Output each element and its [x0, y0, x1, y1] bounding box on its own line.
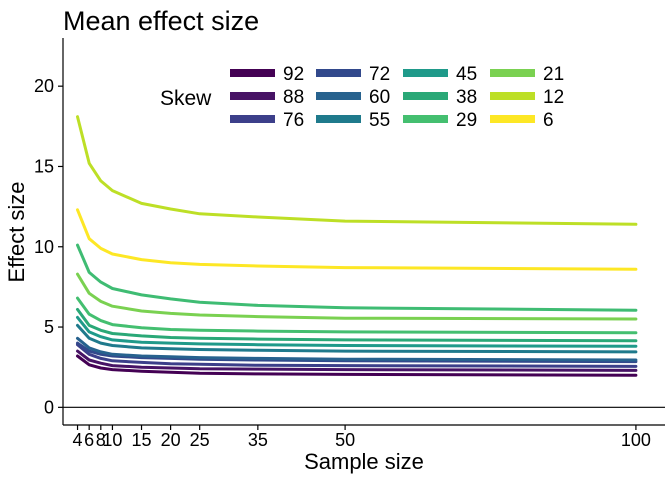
legend-label: 60	[369, 87, 390, 108]
y-tick-label: 0	[44, 397, 54, 417]
legend-key	[490, 92, 535, 100]
legend-label: 38	[456, 87, 477, 108]
legend-key	[403, 115, 448, 123]
x-tick-label: 50	[335, 430, 355, 450]
series-line-88	[76, 349, 638, 372]
series-line-unlabeled-12	[76, 243, 638, 312]
x-axis-title: Sample size	[304, 449, 424, 474]
x-tick-label: 8	[96, 430, 106, 450]
x-tick-label: 10	[102, 430, 122, 450]
legend-key	[316, 69, 361, 77]
y-tick-label: 15	[34, 156, 54, 176]
y-tick-label: 10	[34, 237, 54, 257]
chart-title: Mean effect size	[63, 6, 259, 36]
legend-label: 76	[283, 110, 304, 131]
legend-key	[403, 92, 448, 100]
legend-label: 6	[543, 110, 554, 131]
legend-label: 29	[456, 110, 477, 131]
legend-label: 88	[283, 87, 304, 108]
series-line-76	[76, 343, 638, 368]
legend-label: 45	[456, 64, 477, 85]
legend-key	[230, 69, 275, 77]
series-line-72	[76, 341, 638, 364]
x-tick-label: 20	[161, 430, 181, 450]
series-line-21	[76, 272, 638, 321]
legend-label: 21	[543, 64, 564, 85]
y-tick-label: 5	[44, 317, 54, 337]
series-line-29	[76, 296, 638, 335]
x-tick-label: 15	[132, 430, 152, 450]
series-line-92	[76, 354, 638, 377]
series-line-60	[76, 336, 638, 362]
x-tick-label: 6	[84, 430, 94, 450]
x-tick-label: 35	[248, 430, 268, 450]
legend-key	[316, 92, 361, 100]
legend-key	[230, 115, 275, 123]
y-tick-label: 20	[34, 76, 54, 96]
legend-key	[230, 92, 275, 100]
series-line-45	[76, 315, 638, 348]
series-line-6	[76, 208, 638, 271]
legend-key	[490, 115, 535, 123]
series-line-12	[76, 115, 638, 226]
y-axis-title: Effect size	[4, 181, 29, 282]
x-tick-label: 25	[190, 430, 210, 450]
legend-label: 12	[543, 87, 564, 108]
legend-key	[490, 69, 535, 77]
legend-label: 72	[369, 64, 390, 85]
legend-key	[316, 115, 361, 123]
x-tick-label: 100	[621, 430, 651, 450]
legend-title: Skew	[160, 87, 212, 110]
series-layer	[76, 115, 638, 377]
legend-label: 55	[369, 110, 390, 131]
legend-label: 92	[283, 64, 304, 85]
x-tick-label: 4	[73, 430, 83, 450]
legend-key	[403, 69, 448, 77]
series-line-55	[76, 323, 638, 354]
series-line-38	[76, 307, 638, 343]
